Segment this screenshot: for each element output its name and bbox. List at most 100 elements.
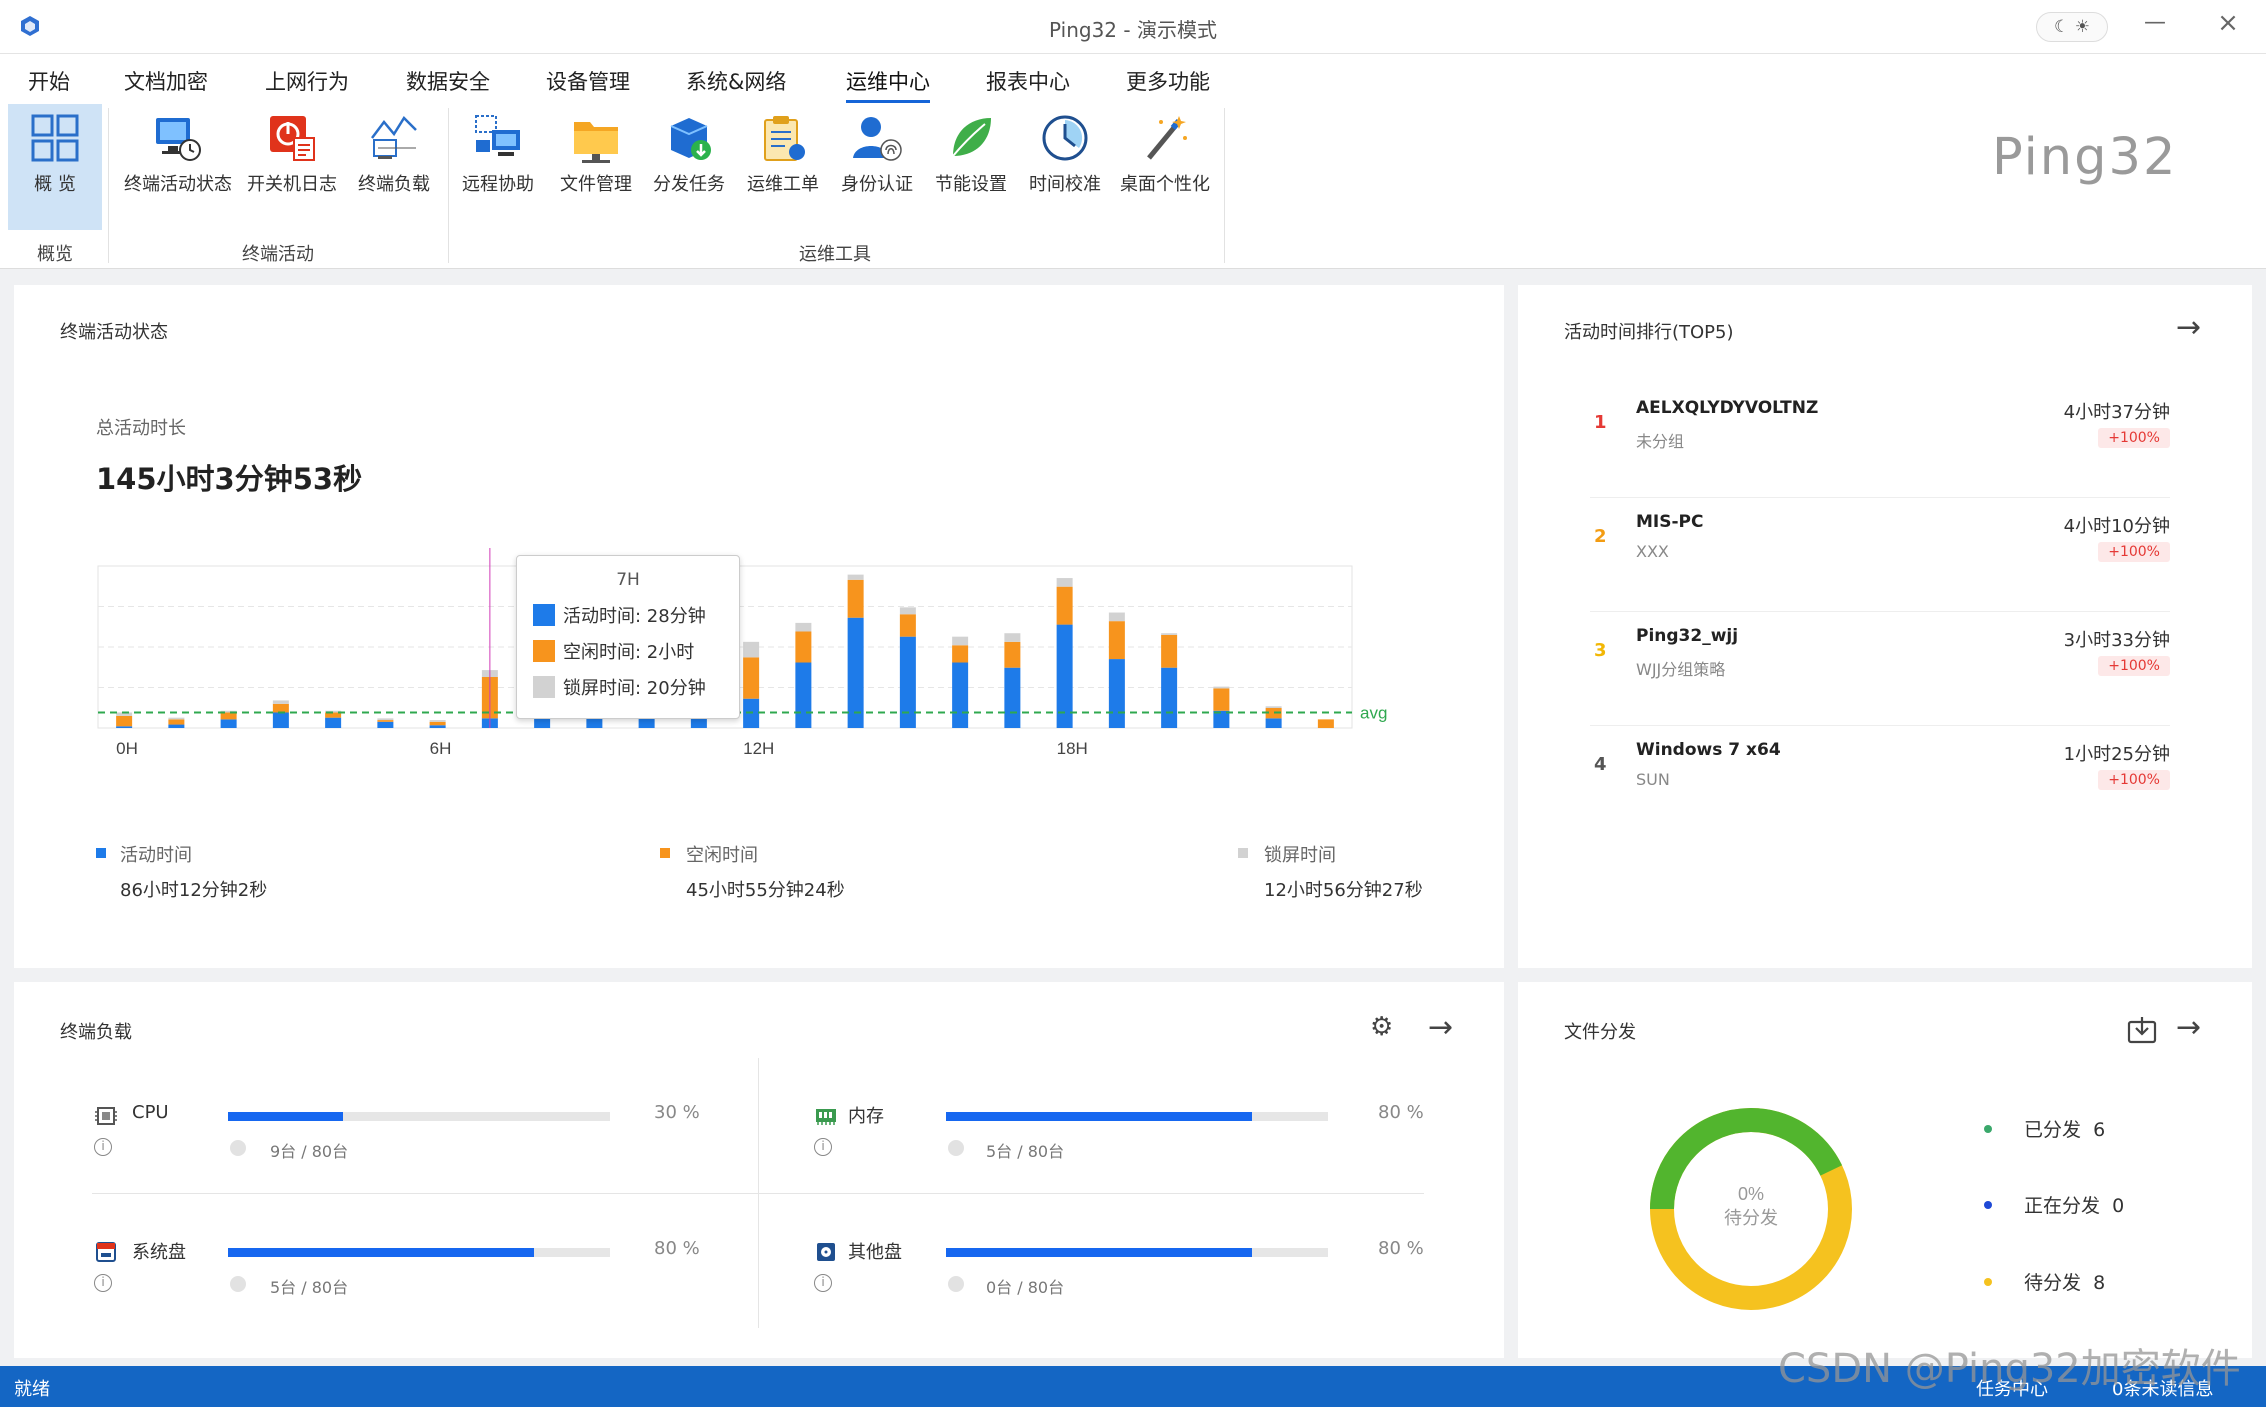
- work-order-button[interactable]: 运维工单: [738, 104, 828, 226]
- menu-bar: 开始 文档加密 上网行为 数据安全 设备管理 系统&网络 运维中心 报表中心 更…: [0, 54, 2266, 104]
- remote-assist-label: 远程协助: [462, 174, 534, 195]
- donut-center-label: 待分发: [1724, 1208, 1778, 1228]
- leaf-icon: [952, 118, 991, 157]
- info-icon[interactable]: i: [814, 1138, 832, 1156]
- load-cpu[interactable]: CPU 30 % i 9台 / 80台: [94, 1098, 714, 1218]
- load-more-arrow-icon[interactable]: →: [1428, 1010, 1454, 1045]
- bar-3H-lock: [272, 700, 289, 704]
- group-tools-label: 运维工具: [799, 244, 871, 265]
- download-icon[interactable]: [2126, 1014, 2158, 1046]
- menu-start[interactable]: 开始: [28, 70, 70, 94]
- dist-panel: [1518, 982, 2252, 1358]
- bar-22H-active: [1265, 718, 1282, 728]
- rank-change-badge: +100%: [2098, 542, 2170, 562]
- rank-item[interactable]: 2 MIS-PC XXX 4小时10分钟 +100%: [1590, 498, 2170, 612]
- load-other-disk[interactable]: 其他盘 80 % i 0台 / 80台: [814, 1234, 1434, 1354]
- bar-1H-idle: [168, 719, 185, 725]
- rank-more-arrow-icon[interactable]: →: [2176, 310, 2202, 345]
- dist-done-label: 已分发: [2024, 1119, 2082, 1141]
- swatch-active: [533, 604, 555, 626]
- dist-more-arrow-icon[interactable]: →: [2176, 1010, 2202, 1045]
- tooltip-row-lock: 锁屏时间: 20分钟: [533, 674, 706, 700]
- sun-icon: ☀: [2074, 17, 2090, 37]
- terminal-status-button[interactable]: 终端活动状态: [118, 104, 238, 226]
- total-activity-value: 145小时3分钟53秒: [96, 462, 363, 496]
- bar-0H-active: [116, 726, 133, 728]
- clipboard-icon: [764, 116, 805, 161]
- ribbon-divider: [1224, 108, 1225, 263]
- rank-item[interactable]: 1 AELXQLYDYVOLTNZ 未分组 4小时37分钟 +100%: [1590, 384, 2170, 498]
- dist-active-value: 0: [2112, 1195, 2125, 1217]
- user-fingerprint-icon: [853, 117, 902, 161]
- identity-auth-button[interactable]: 身份认证: [832, 104, 922, 226]
- rank-item[interactable]: 4 Windows 7 x64 SUN 1小时25分钟 +100%: [1590, 726, 2170, 840]
- bar-0H-idle: [116, 715, 133, 727]
- dist-pending: 待分发 8: [2024, 1268, 2105, 1295]
- rank-time: 1小时25分钟: [2063, 744, 2170, 765]
- menu-doc-encrypt[interactable]: 文档加密: [124, 70, 208, 94]
- time-sync-button[interactable]: 时间校准: [1018, 104, 1112, 226]
- x-tick-label: 18H: [1057, 739, 1088, 758]
- settings-gear-icon[interactable]: ⚙: [1370, 1012, 1394, 1042]
- rank-group: SUN: [1636, 770, 1670, 789]
- overview-button[interactable]: 概 览: [8, 104, 102, 230]
- legend-active-name: 活动时间: [120, 845, 192, 866]
- bar-16H-active: [952, 662, 969, 728]
- menu-more[interactable]: 更多功能: [1126, 70, 1210, 94]
- tooltip-lock-text: 锁屏时间: 20分钟: [563, 678, 706, 699]
- x-tick-label: 0H: [116, 739, 138, 758]
- menu-data-security[interactable]: 数据安全: [406, 70, 490, 94]
- bar-21H-active: [1213, 710, 1230, 728]
- menu-ops-center[interactable]: 运维中心: [846, 66, 930, 103]
- power-log-button[interactable]: 开关机日志: [242, 104, 342, 226]
- unread-messages-link[interactable]: 0条未读信息: [2112, 1379, 2214, 1400]
- bar-1H-lock: [168, 717, 185, 720]
- avg-label: avg: [1360, 703, 1387, 722]
- minimize-button[interactable]: —: [2144, 10, 2166, 35]
- desktop-personalize-button[interactable]: 桌面个性化: [1114, 104, 1216, 226]
- load-bar-fill: [228, 1112, 343, 1121]
- legend-active-dot: [96, 848, 106, 858]
- load-system-disk[interactable]: 系统盘 80 % i 5台 / 80台: [94, 1234, 714, 1354]
- energy-setting-button[interactable]: 节能设置: [926, 104, 1016, 226]
- terminal-status-label: 终端活动状态: [124, 174, 232, 195]
- rank-time: 4小时10分钟: [2063, 516, 2170, 537]
- rank-number: 1: [1594, 412, 1607, 433]
- menu-report-center[interactable]: 报表中心: [986, 70, 1070, 94]
- legend-idle-name: 空闲时间: [686, 845, 758, 866]
- file-mgmt-button[interactable]: 文件管理: [548, 104, 644, 226]
- dist-done-dot: [1984, 1125, 1992, 1133]
- dist-title: 文件分发: [1564, 1022, 1636, 1043]
- info-icon[interactable]: i: [94, 1138, 112, 1156]
- load-percent: 80 %: [1378, 1238, 1424, 1259]
- rank-number: 2: [1594, 526, 1607, 547]
- load-memory[interactable]: 内存 80 % i 5台 / 80台: [814, 1098, 1434, 1218]
- load-mini-pie: [948, 1276, 964, 1292]
- remote-assist-button[interactable]: 远程协助: [454, 104, 542, 226]
- info-icon[interactable]: i: [814, 1274, 832, 1292]
- theme-toggle[interactable]: ☾ ☀: [2036, 12, 2108, 42]
- terminal-load-button[interactable]: 终端负载: [346, 104, 442, 226]
- distribute-task-button[interactable]: 分发任务: [644, 104, 734, 226]
- dist-pending-value: 8: [2093, 1272, 2106, 1294]
- menu-web-behavior[interactable]: 上网行为: [265, 70, 349, 94]
- load-bar-fill: [946, 1248, 1252, 1257]
- load-count: 0台 / 80台: [986, 1278, 1065, 1297]
- bar-13H-lock: [795, 622, 812, 632]
- rank-item[interactable]: 3 Ping32_wjj WJJ分组策略 3小时33分钟 +100%: [1590, 612, 2170, 726]
- task-center-link[interactable]: 任务中心: [1976, 1379, 2048, 1400]
- other-disk-icon: [817, 1243, 835, 1261]
- identity-auth-label: 身份认证: [841, 174, 913, 195]
- bar-2H-idle: [220, 712, 237, 720]
- tooltip-row-idle: 空闲时间: 2小时: [533, 638, 694, 664]
- bar-20H-lock: [1161, 633, 1178, 635]
- bar-21H-idle: [1213, 688, 1230, 711]
- menu-device-mgmt[interactable]: 设备管理: [546, 70, 630, 94]
- info-icon[interactable]: i: [94, 1274, 112, 1292]
- menu-system-network[interactable]: 系统&网络: [686, 70, 787, 94]
- dist-donut-chart: 0% 待分发: [1650, 1108, 1852, 1310]
- load-name: 其他盘: [848, 1242, 902, 1263]
- close-button[interactable]: ×: [2217, 8, 2239, 38]
- load-name: CPU: [132, 1102, 169, 1123]
- ribbon-divider: [108, 108, 109, 263]
